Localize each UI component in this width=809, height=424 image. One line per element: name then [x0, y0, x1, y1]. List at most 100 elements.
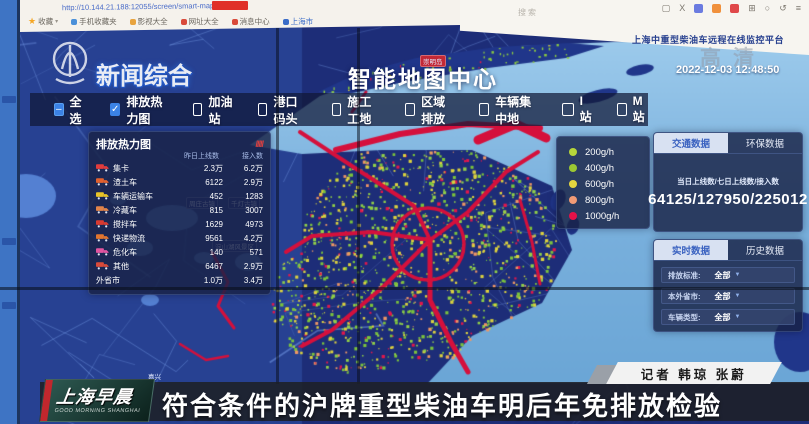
access-count-cell: 4973 — [245, 219, 263, 229]
checkbox-icon[interactable] — [257, 103, 268, 116]
filter-加油站[interactable]: 加油站 — [192, 93, 234, 127]
table-row[interactable]: 其他 6467 2.9万 — [96, 259, 263, 273]
extension-icon[interactable] — [694, 4, 704, 13]
table-row[interactable]: 冷藏车 815 3007 — [96, 203, 263, 217]
bookmark-label: 手机收藏夹 — [79, 17, 117, 26]
checkbox-icon[interactable] — [405, 103, 416, 116]
tab-traffic-data[interactable]: 交通数据 — [654, 133, 728, 153]
vehicle-type-cell: 集卡 — [96, 163, 187, 174]
bookmark-item[interactable]: 手机收藏夹 — [71, 16, 117, 27]
search-input[interactable]: 搜索 — [518, 8, 538, 17]
map-label-chip — [2, 96, 16, 103]
legend-label: 800g/h — [585, 194, 615, 206]
truck-icon — [96, 247, 109, 258]
window-icon[interactable]: ▢ — [661, 3, 671, 13]
tab-history-data[interactable]: 历史数据 — [745, 246, 784, 257]
vehicle-type-cell: 快递物流 — [96, 233, 187, 244]
flag-icon[interactable] — [730, 4, 740, 13]
truck-icon — [96, 177, 109, 188]
dropdown-车辆类型[interactable]: 车辆类型: 全部 ▼ — [661, 309, 795, 325]
vehicle-type-label: 集卡 — [113, 163, 129, 173]
access-count-cell: 2.9万 — [243, 177, 263, 187]
table-row[interactable]: 外省市 1.0万 3.4万 — [96, 273, 263, 287]
legend-label: 600g/h — [585, 178, 615, 190]
legend-item: 400g/h — [569, 160, 649, 176]
access-count-cell: 4.2万 — [243, 233, 263, 243]
shield-icon[interactable] — [712, 4, 722, 13]
truck-icon — [96, 233, 109, 244]
online-count-cell: 140 — [209, 247, 223, 257]
truck-icon — [96, 219, 109, 230]
online-count-cell: 6467 — [205, 261, 223, 271]
checkbox-icon[interactable] — [192, 103, 203, 116]
filter-区域排放[interactable]: 区域排放 — [405, 93, 455, 127]
program-name-en: GOOD MORNING SHANGHAI — [54, 408, 141, 414]
access-count-cell: 3007 — [245, 205, 263, 215]
reporter-credit: 记者 韩琼 张蔚 — [586, 362, 782, 384]
heat-panel-title: 排放热力图 — [96, 139, 151, 151]
table-row[interactable]: 搅拌车 1629 4973 — [96, 217, 263, 231]
wall-bezel-vertical — [357, 28, 360, 384]
bookmark-item[interactable]: 网址大全 — [180, 16, 219, 27]
vehicle-type-cell: 外省市 — [96, 275, 187, 286]
access-count-cell: 3.4万 — [243, 275, 263, 285]
tab-realtime-data[interactable]: 实时数据 — [654, 240, 728, 260]
filter-排放热力图[interactable]: ✓ 排放热力图 — [110, 93, 169, 127]
filter-label: I站 — [579, 94, 592, 124]
checkbox-icon[interactable]: – — [54, 103, 64, 116]
system-timestamp: 2022-12-03 12:48:50 — [676, 64, 780, 76]
truck-icon — [96, 163, 109, 174]
filter-label: 车辆集中地 — [495, 94, 532, 126]
legend-item: 1000g/h — [569, 208, 649, 224]
browser-toolbar: ▢ X ⊞ ○ ↺ ≡ — [662, 4, 801, 13]
checkbox-icon[interactable]: ✓ — [110, 103, 121, 116]
apps-grid-icon[interactable]: ⊞ — [748, 3, 756, 13]
checkbox-icon[interactable] — [479, 103, 490, 116]
filter-港口码头[interactable]: 港口码头 — [257, 93, 308, 127]
history-icon[interactable]: ↺ — [779, 3, 787, 13]
map-filter-bar: –全选 ✓ 排放热力图 加油站 港口码头 施工工地 区域排放 车辆集中地 I站 M站 — [30, 93, 648, 126]
vehicle-type-label: 其他 — [113, 261, 129, 271]
channel-name: 新闻综合 — [96, 63, 192, 90]
checkbox-icon[interactable] — [561, 103, 574, 116]
truck-icon — [96, 261, 109, 272]
vehicle-type-cell: 其他 — [96, 261, 187, 272]
logo-red-bar — [40, 380, 53, 421]
bookmarks-bar: ★ 收藏 ▾ 手机收藏夹 影视大全 网址大全 消息中心 上海市 — [28, 16, 313, 27]
traffic-tabs: 交通数据 环保数据 — [654, 133, 802, 154]
filter-I站[interactable]: I站 — [561, 94, 593, 125]
table-row[interactable]: 快递物流 9561 4.2万 — [96, 231, 263, 245]
adjacent-screen-strip — [0, 0, 20, 424]
table-row[interactable]: 集卡 2.3万 6.2万 — [96, 161, 263, 175]
vehicle-type-cell: 危化车 — [96, 247, 187, 258]
vehicle-type-label: 冷藏车 — [113, 205, 137, 215]
column-access: 接入数 — [242, 153, 263, 160]
table-row[interactable]: 危化车 140 571 — [96, 245, 263, 259]
tab-env-data[interactable]: 环保数据 — [745, 139, 784, 150]
emission-heat-panel: 排放热力图 ///// 昨日上线数 接入数 集卡 2.3万 6.2万 渣土车 6122 2… — [88, 131, 271, 295]
vehicle-type-label: 车辆运输车 — [113, 191, 153, 201]
filter-全选[interactable]: – 全选 — [54, 93, 86, 127]
checkbox-icon[interactable] — [331, 103, 342, 116]
bookmark-item[interactable]: ★ 收藏 ▾ — [28, 16, 58, 27]
filter-M站[interactable]: M站 — [616, 94, 648, 125]
bookmark-item[interactable]: 消息中心 — [231, 16, 270, 27]
table-row[interactable]: 渣土车 6122 2.9万 — [96, 175, 263, 189]
bookmark-favicon-icon — [71, 18, 78, 25]
dropdown-value: 全部 — [714, 291, 731, 301]
bookmark-item[interactable]: 上海市 — [282, 16, 313, 27]
wall-bezel-vertical — [276, 28, 279, 384]
menu-icon[interactable]: ≡ — [795, 3, 801, 13]
home-icon[interactable]: ○ — [764, 3, 771, 13]
bookmark-item[interactable]: 影视大全 — [129, 16, 168, 27]
dropdown-本外省市[interactable]: 本外省市: 全部 ▼ — [661, 288, 795, 304]
table-row[interactable]: 车辆运输车 452 1283 — [96, 189, 263, 203]
translate-icon[interactable]: X — [679, 3, 686, 13]
chevron-down-icon: ▼ — [734, 293, 741, 299]
channel-emblem-icon — [52, 41, 88, 84]
legend-dot-icon — [569, 196, 577, 204]
checkbox-icon[interactable] — [616, 103, 627, 116]
filter-车辆集中地[interactable]: 车辆集中地 — [479, 93, 538, 127]
dropdown-排放标准[interactable]: 排放标准: 全部 ▼ — [661, 267, 795, 283]
